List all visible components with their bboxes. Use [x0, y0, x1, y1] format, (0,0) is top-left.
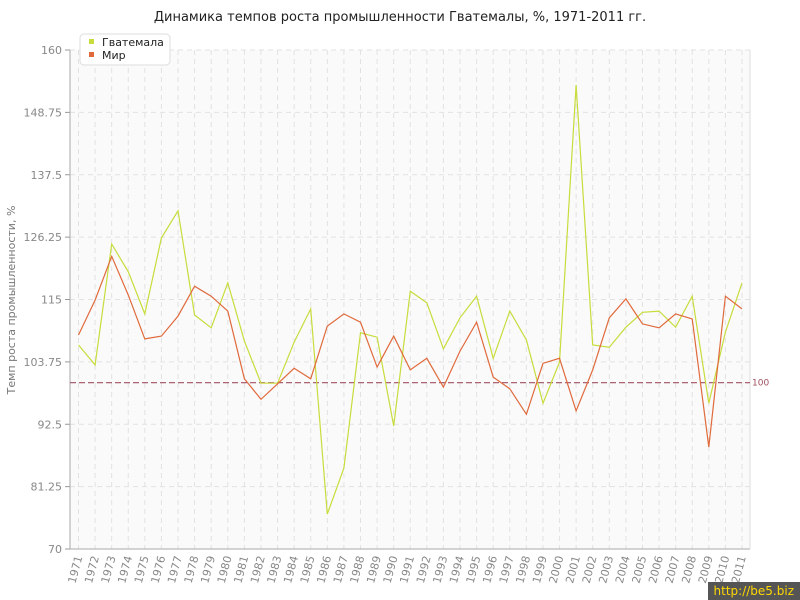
legend-label: Гватемала: [102, 36, 164, 49]
y-tick-label: 126.25: [24, 231, 63, 244]
legend-swatch: [89, 39, 94, 44]
y-tick-label: 115: [41, 294, 62, 307]
y-tick-label: 81.25: [31, 481, 63, 494]
legend-label: Мир: [102, 49, 126, 62]
legend: [79, 33, 171, 66]
y-axis-label: Темп роста промышленности, %: [5, 206, 18, 396]
y-tick-label: 148.75: [24, 106, 63, 119]
legend-swatch: [89, 52, 94, 57]
watermark[interactable]: http://be5.biz: [707, 582, 800, 600]
y-tick-label: 103.75: [24, 356, 63, 369]
series-line: [78, 84, 743, 515]
y-tick-label: 92.5: [38, 418, 63, 431]
y-tick-label: 137.5: [31, 169, 63, 182]
series-line: [77, 254, 743, 448]
chart-title: Динамика темпов роста промышленности Гва…: [153, 10, 647, 25]
x-tick-label: 2011: [729, 554, 749, 584]
y-tick-label: 160: [41, 44, 62, 57]
y-tick-label: 70: [48, 543, 62, 556]
reference-line-label: 100: [752, 379, 769, 389]
